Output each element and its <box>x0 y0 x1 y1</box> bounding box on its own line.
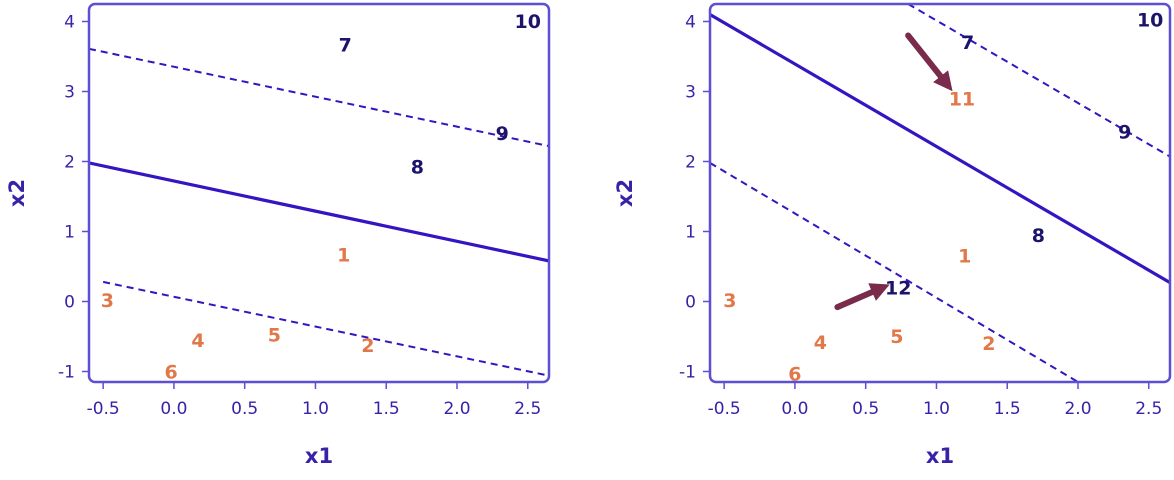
x-tick-label: 0.0 <box>781 399 808 419</box>
y-tick-label: 2 <box>64 153 75 173</box>
y-tick-label: 0 <box>685 293 696 313</box>
x-tick-label: 1.0 <box>923 399 950 419</box>
x-tick-label: -0.5 <box>708 399 741 419</box>
y-tick-label: -1 <box>679 363 696 383</box>
point-label-5: 5 <box>268 324 281 346</box>
x-tick-label: -0.5 <box>87 399 120 419</box>
point-label-4: 4 <box>191 330 204 352</box>
separating-hyperplane <box>89 161 549 263</box>
x-tick-label: 2.0 <box>443 399 470 419</box>
point-label-2: 2 <box>982 333 995 355</box>
chart-panel-1: -0.5 0.0 0.5 1.0 1.5 2.0 2.5 -1 0 1 2 3 4 x1 x2 1 2 3 4 5 6 7… <box>5 2 551 468</box>
y-tick-label: 1 <box>685 223 696 243</box>
margin-line <box>89 47 549 148</box>
x-axis-title: x1 <box>926 444 954 468</box>
point-label-9: 9 <box>496 123 509 145</box>
plot-frame <box>87 2 551 384</box>
x-tick-label: 1.0 <box>302 399 329 419</box>
x-axis-title: x1 <box>305 444 333 468</box>
point-label-4: 4 <box>814 332 827 354</box>
y-tick-label: 4 <box>64 13 75 33</box>
point-label-1: 1 <box>337 245 350 267</box>
x-tick-label: 2.5 <box>514 399 541 419</box>
x-tick-label: 2.0 <box>1064 399 1091 419</box>
point-label-3: 3 <box>101 290 114 312</box>
point-label-9: 9 <box>1118 121 1131 143</box>
x-tick-label: 2.5 <box>1135 399 1162 419</box>
pointer-arrow <box>834 283 890 311</box>
x-tick-label: 1.5 <box>994 399 1021 419</box>
point-label-10: 10 <box>515 11 541 33</box>
y-tick-label: 4 <box>685 13 696 33</box>
plot-area: 1 2 3 4 5 6 7 8 9 10 <box>89 11 549 384</box>
point-label-8: 8 <box>1032 225 1045 247</box>
separating-hyperplane <box>710 13 1170 284</box>
point-label-7: 7 <box>339 35 352 57</box>
point-label-2: 2 <box>361 335 374 357</box>
y-axis-title: x2 <box>5 179 29 207</box>
x-tick-label: 0.5 <box>231 399 258 419</box>
point-label-3: 3 <box>723 290 736 312</box>
point-label-1: 1 <box>958 245 971 267</box>
point-label-10: 10 <box>1137 9 1163 31</box>
x-tick-label: 0.0 <box>160 399 187 419</box>
pointer-arrow <box>905 32 953 92</box>
y-tick-label: 3 <box>685 83 696 103</box>
plot-frame <box>708 2 1172 384</box>
point-label-7: 7 <box>961 32 974 54</box>
point-label-6: 6 <box>164 362 177 384</box>
x-tick-label: 1.5 <box>373 399 400 419</box>
margin-line <box>907 4 1170 158</box>
y-tick-label: 0 <box>64 293 75 313</box>
point-label-11: 11 <box>949 89 975 111</box>
point-label-8: 8 <box>411 156 424 178</box>
point-label-12: 12 <box>885 278 911 300</box>
point-label-5: 5 <box>890 326 903 348</box>
y-tick-label: 1 <box>64 223 75 243</box>
point-label-6: 6 <box>788 364 801 386</box>
y-tick-label: 3 <box>64 83 75 103</box>
margin-line <box>102 280 549 377</box>
y-tick-label: 2 <box>685 153 696 173</box>
x-tick-label: 0.5 <box>852 399 879 419</box>
y-axis-title: x2 <box>613 179 637 207</box>
y-tick-label: -1 <box>58 363 75 383</box>
